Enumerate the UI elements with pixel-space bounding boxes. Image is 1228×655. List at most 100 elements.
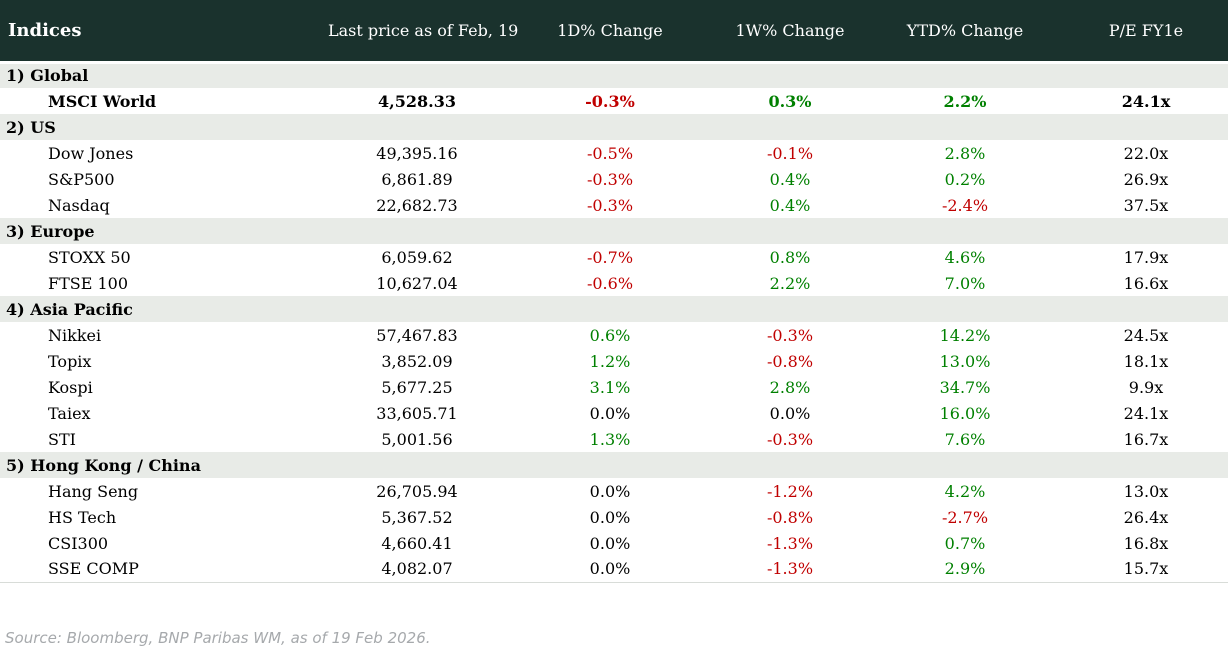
change-1d-cell: -0.5% bbox=[506, 140, 714, 166]
section-row: 1) Global bbox=[0, 62, 1228, 88]
table-title: Indices bbox=[0, 0, 328, 64]
index-name-cell: SSE COMP bbox=[0, 556, 328, 582]
last-price-cell: 33,605.71 bbox=[328, 400, 506, 426]
index-row: Topix 3,852.09 1.2% -0.8% 13.0% 18.1x bbox=[0, 348, 1228, 374]
index-row: Hang Seng 26,705.94 0.0% -1.2% 4.2% 13.0x bbox=[0, 478, 1228, 504]
section-label: 4) Asia Pacific bbox=[0, 296, 1228, 322]
change-ytd-cell: -2.7% bbox=[866, 504, 1064, 530]
column-header-ytd-change: YTD% Change bbox=[866, 0, 1064, 64]
change-ytd-cell: 7.6% bbox=[866, 426, 1064, 452]
pe-cell: 9.9x bbox=[1064, 374, 1228, 400]
index-name-cell: STI bbox=[0, 426, 328, 452]
index-name-cell: Hang Seng bbox=[0, 478, 328, 504]
index-row: Nikkei 57,467.83 0.6% -0.3% 14.2% 24.5x bbox=[0, 322, 1228, 348]
last-price-cell: 26,705.94 bbox=[328, 478, 506, 504]
index-name-cell: FTSE 100 bbox=[0, 270, 328, 296]
pe-cell: 16.8x bbox=[1064, 530, 1228, 556]
last-price-cell: 6,861.89 bbox=[328, 166, 506, 192]
index-row: CSI300 4,660.41 0.0% -1.3% 0.7% 16.8x bbox=[0, 530, 1228, 556]
index-row: STI 5,001.56 1.3% -0.3% 7.6% 16.7x bbox=[0, 426, 1228, 452]
column-header-1d-change: 1D% Change bbox=[506, 0, 714, 64]
last-price-cell: 6,059.62 bbox=[328, 244, 506, 270]
index-name-cell: HS Tech bbox=[0, 504, 328, 530]
index-name-cell: Nikkei bbox=[0, 322, 328, 348]
section-label: 5) Hong Kong / China bbox=[0, 452, 1228, 478]
change-1w-cell: 2.8% bbox=[714, 374, 866, 400]
section-label: 1) Global bbox=[0, 62, 1228, 88]
pe-cell: 24.5x bbox=[1064, 322, 1228, 348]
change-1d-cell: -0.3% bbox=[506, 166, 714, 192]
pe-cell: 26.9x bbox=[1064, 166, 1228, 192]
pe-cell: 24.1x bbox=[1064, 400, 1228, 426]
change-ytd-cell: 2.8% bbox=[866, 140, 1064, 166]
index-row: FTSE 100 10,627.04 -0.6% 2.2% 7.0% 16.6x bbox=[0, 270, 1228, 296]
index-row: MSCI World 4,528.33 -0.3% 0.3% 2.2% 24.1x bbox=[0, 88, 1228, 114]
table-header: Indices Last price as of Feb, 19 1D% Cha… bbox=[0, 0, 1228, 64]
pe-cell: 15.7x bbox=[1064, 556, 1228, 582]
change-1w-cell: 0.3% bbox=[714, 88, 866, 114]
change-1d-cell: 0.6% bbox=[506, 322, 714, 348]
table-header-row: Indices Last price as of Feb, 19 1D% Cha… bbox=[0, 0, 1228, 64]
change-1w-cell: -1.3% bbox=[714, 556, 866, 582]
change-1d-cell: 1.2% bbox=[506, 348, 714, 374]
pe-cell: 22.0x bbox=[1064, 140, 1228, 166]
source-note: Source: Bloomberg, BNP Paribas WM, as of… bbox=[5, 628, 431, 647]
change-1w-cell: 0.4% bbox=[714, 166, 866, 192]
pe-cell: 26.4x bbox=[1064, 504, 1228, 530]
change-1d-cell: 0.0% bbox=[506, 478, 714, 504]
last-price-cell: 49,395.16 bbox=[328, 140, 506, 166]
change-1d-cell: 0.0% bbox=[506, 556, 714, 582]
change-ytd-cell: 34.7% bbox=[866, 374, 1064, 400]
change-1w-cell: -0.1% bbox=[714, 140, 866, 166]
last-price-cell: 3,852.09 bbox=[328, 348, 506, 374]
last-price-cell: 5,677.25 bbox=[328, 374, 506, 400]
index-row: Taiex 33,605.71 0.0% 0.0% 16.0% 24.1x bbox=[0, 400, 1228, 426]
change-1w-cell: -0.8% bbox=[714, 504, 866, 530]
column-header-pe: P/E FY1e bbox=[1064, 0, 1228, 64]
section-label: 3) Europe bbox=[0, 218, 1228, 244]
change-1d-cell: 0.0% bbox=[506, 530, 714, 556]
change-ytd-cell: 4.2% bbox=[866, 478, 1064, 504]
change-1w-cell: -0.3% bbox=[714, 322, 866, 348]
pe-cell: 16.6x bbox=[1064, 270, 1228, 296]
column-header-last-price: Last price as of Feb, 19 bbox=[328, 0, 518, 64]
change-1w-cell: -1.3% bbox=[714, 530, 866, 556]
change-ytd-cell: 4.6% bbox=[866, 244, 1064, 270]
section-row: 4) Asia Pacific bbox=[0, 296, 1228, 322]
change-1w-cell: -0.3% bbox=[714, 426, 866, 452]
index-row: STOXX 50 6,059.62 -0.7% 0.8% 4.6% 17.9x bbox=[0, 244, 1228, 270]
change-ytd-cell: 14.2% bbox=[866, 322, 1064, 348]
pe-cell: 18.1x bbox=[1064, 348, 1228, 374]
index-row: S&P500 6,861.89 -0.3% 0.4% 0.2% 26.9x bbox=[0, 166, 1228, 192]
pe-cell: 17.9x bbox=[1064, 244, 1228, 270]
last-price-cell: 10,627.04 bbox=[328, 270, 506, 296]
column-header-1w-change: 1W% Change bbox=[714, 0, 866, 64]
change-1d-cell: -0.7% bbox=[506, 244, 714, 270]
change-1d-cell: 0.0% bbox=[506, 504, 714, 530]
change-1w-cell: 0.0% bbox=[714, 400, 866, 426]
change-1w-cell: 2.2% bbox=[714, 270, 866, 296]
change-1d-cell: 3.1% bbox=[506, 374, 714, 400]
index-name-cell: Taiex bbox=[0, 400, 328, 426]
index-name-cell: S&P500 bbox=[0, 166, 328, 192]
last-price-cell: 22,682.73 bbox=[328, 192, 506, 218]
indices-table: Indices Last price as of Feb, 19 1D% Cha… bbox=[0, 0, 1228, 583]
last-price-cell: 4,528.33 bbox=[328, 88, 506, 114]
change-ytd-cell: -2.4% bbox=[866, 192, 1064, 218]
change-1d-cell: -0.6% bbox=[506, 270, 714, 296]
pe-cell: 37.5x bbox=[1064, 192, 1228, 218]
index-row: Dow Jones 49,395.16 -0.5% -0.1% 2.8% 22.0x bbox=[0, 140, 1228, 166]
change-ytd-cell: 0.2% bbox=[866, 166, 1064, 192]
section-row: 5) Hong Kong / China bbox=[0, 452, 1228, 478]
index-name-cell: Dow Jones bbox=[0, 140, 328, 166]
index-row: HS Tech 5,367.52 0.0% -0.8% -2.7% 26.4x bbox=[0, 504, 1228, 530]
index-name-cell: STOXX 50 bbox=[0, 244, 328, 270]
last-price-cell: 4,660.41 bbox=[328, 530, 506, 556]
index-row: SSE COMP 4,082.07 0.0% -1.3% 2.9% 15.7x bbox=[0, 556, 1228, 582]
index-name-cell: Topix bbox=[0, 348, 328, 374]
last-price-cell: 5,001.56 bbox=[328, 426, 506, 452]
change-ytd-cell: 2.2% bbox=[866, 88, 1064, 114]
index-row: Nasdaq 22,682.73 -0.3% 0.4% -2.4% 37.5x bbox=[0, 192, 1228, 218]
change-1d-cell: -0.3% bbox=[506, 192, 714, 218]
change-1w-cell: 0.4% bbox=[714, 192, 866, 218]
